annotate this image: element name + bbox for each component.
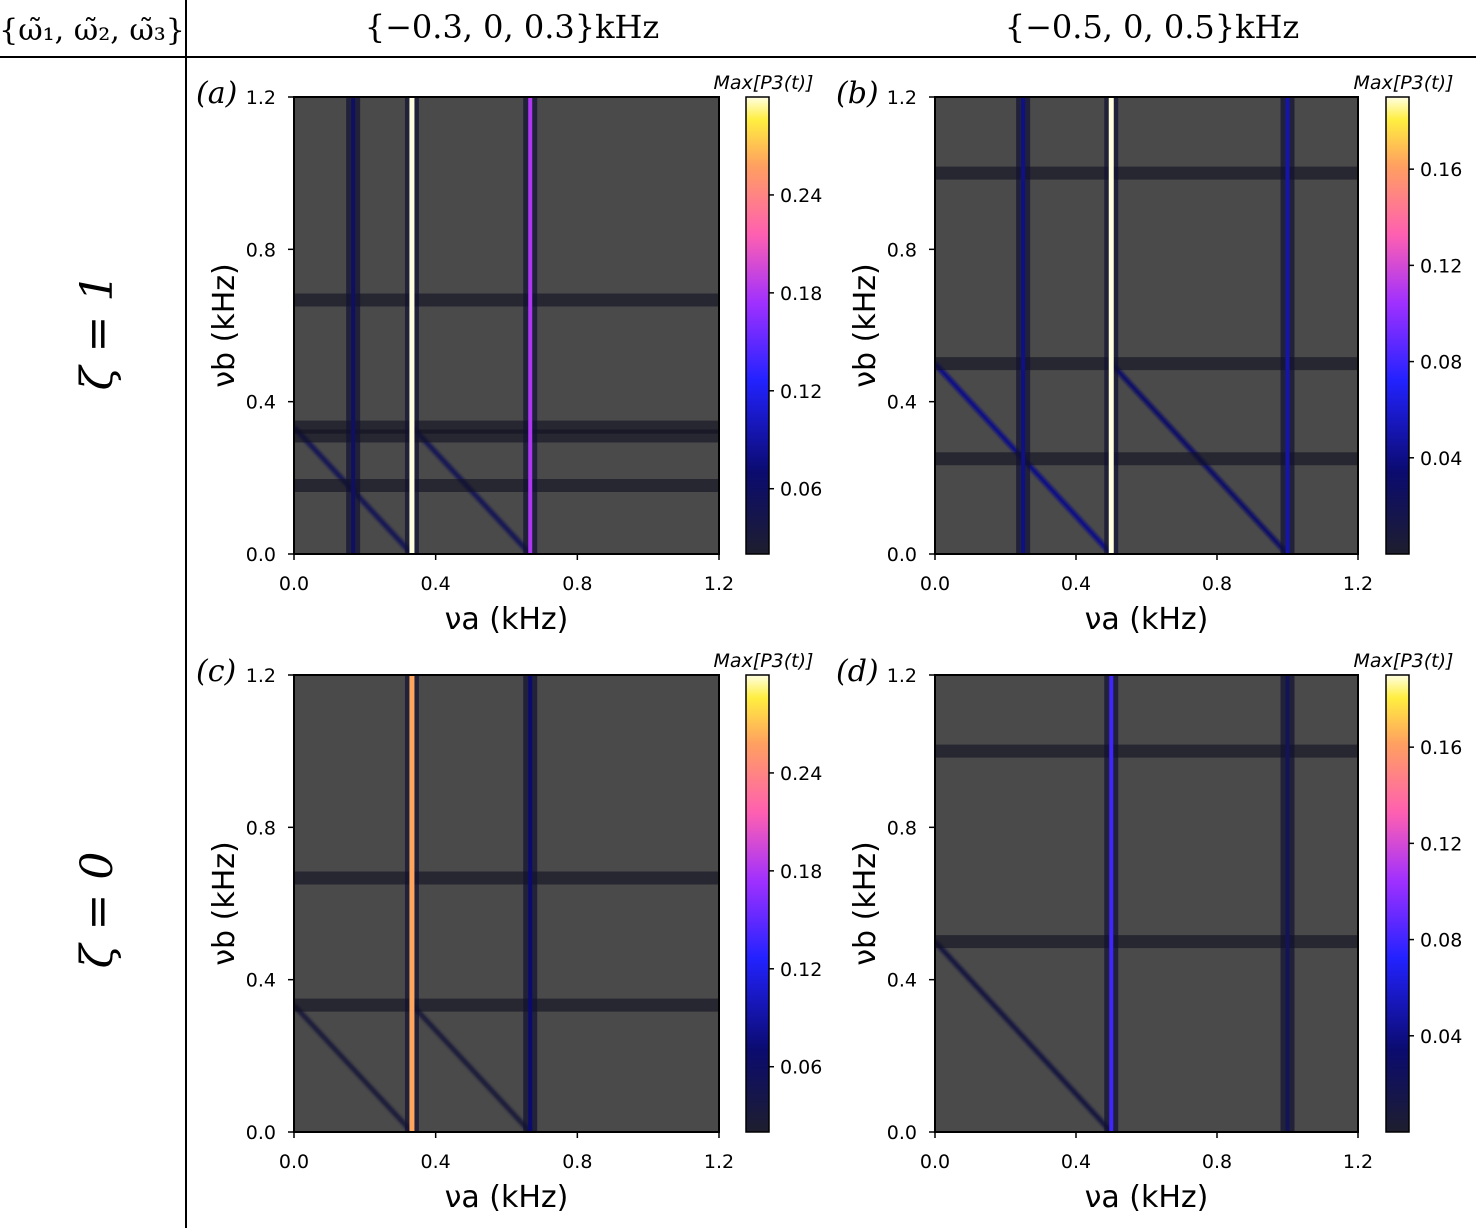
y-axis-label: νb (kHz): [848, 263, 883, 387]
x-axis-label: νa (kHz): [445, 1180, 569, 1215]
heatmap-background: [935, 97, 1358, 554]
colorbar-title: Max[P3(t)]: [714, 650, 814, 672]
y-tick-label: 0.4: [246, 392, 276, 414]
x-tick-label: 0.0: [920, 573, 950, 595]
panel-1: 0.0 0.4 0.8 1.2 0.0 0.4 0.8 1.2 νa (kHz) νb (kHz)…: [196, 72, 822, 637]
x-tick-label: 0.8: [1202, 573, 1232, 595]
colorbar-tick-label: 0.08: [1420, 930, 1462, 952]
plot-frame: [934, 96, 1359, 555]
row-1-label: ζ = 1: [72, 274, 123, 391]
y-tick-label: 0.8: [246, 817, 276, 839]
corner-label: {ω̃₁, ω̃₂, ω̃₃}: [0, 13, 185, 48]
colorbar-tick-label: 0.04: [1420, 448, 1462, 470]
colorbar-tick-label: 0.18: [780, 283, 822, 305]
colorbar-tick-label: 0.04: [1420, 1026, 1462, 1048]
y-tick-label: 0.8: [887, 817, 917, 839]
y-tick-label: 0.4: [887, 392, 917, 414]
panel-label: (a): [196, 76, 237, 111]
colorbar: [745, 96, 770, 555]
y-tick-label: 0.0: [246, 1122, 276, 1144]
x-tick-label: 0.8: [562, 573, 592, 595]
x-tick-label: 0.8: [1202, 1151, 1232, 1173]
x-tick-label: 0.4: [421, 573, 451, 595]
column-1-label: {−0.3, 0, 0.3}kHz: [365, 8, 660, 46]
colorbar-title: Max[P3(t)]: [1354, 72, 1454, 94]
panel-label: (d): [836, 654, 879, 689]
y-tick-label: 0.8: [246, 239, 276, 261]
colorbar-tick-label: 0.12: [780, 959, 822, 981]
colorbar-tick-label: 0.12: [780, 381, 822, 403]
y-tick-label: 1.2: [887, 87, 917, 109]
plot-area: [935, 675, 1358, 1132]
diagonal-line-1: [294, 1003, 414, 1132]
y-tick-label: 1.2: [246, 665, 276, 687]
y-axis-label: νb (kHz): [207, 841, 242, 965]
colorbar-tick-label: 0.06: [780, 1057, 822, 1079]
colorbar: [1385, 674, 1410, 1133]
x-tick-label: 0.8: [562, 1151, 592, 1173]
colorbar-title: Max[P3(t)]: [1354, 650, 1454, 672]
column-2-label: {−0.5, 0, 0.5}kHz: [1005, 8, 1300, 46]
row-2-label: ζ = 0: [72, 852, 123, 969]
colorbar: [745, 674, 770, 1133]
panel-2: 0.0 0.4 0.8 1.2 0.0 0.4 0.8 1.2 νa (kHz) νb (kHz)…: [836, 72, 1462, 637]
colorbar: [1385, 96, 1410, 555]
y-axis-label: νb (kHz): [848, 841, 883, 965]
x-tick-label: 0.0: [279, 1151, 309, 1173]
colorbar-tick-label: 0.12: [1420, 255, 1462, 277]
x-tick-label: 1.2: [1343, 1151, 1373, 1173]
diagonal-line-2: [410, 1003, 533, 1132]
colorbar-tick-label: 0.16: [1420, 737, 1462, 759]
panel-label: (b): [836, 76, 879, 111]
colorbar-tick-label: 0.24: [780, 185, 822, 207]
panel-3: 0.0 0.4 0.8 1.2 0.0 0.4 0.8 1.2 νa (kHz) νb (kHz)…: [196, 650, 822, 1215]
y-tick-label: 1.2: [887, 665, 917, 687]
x-tick-label: 0.4: [421, 1151, 451, 1173]
heatmap-background: [294, 675, 719, 1132]
heatmap-background: [935, 675, 1358, 1132]
y-tick-label: 0.0: [246, 544, 276, 566]
x-tick-label: 1.2: [704, 1151, 734, 1173]
y-tick-label: 1.2: [246, 87, 276, 109]
colorbar-tick-label: 0.06: [780, 479, 822, 501]
x-axis-label: νa (kHz): [1085, 1180, 1209, 1215]
x-tick-label: 0.4: [1061, 573, 1091, 595]
plot-frame: [934, 674, 1359, 1133]
diagonal-line-1: [935, 939, 1114, 1132]
x-tick-label: 1.2: [1343, 573, 1373, 595]
y-axis-label: νb (kHz): [207, 263, 242, 387]
x-axis-label: νa (kHz): [445, 602, 569, 637]
x-tick-label: 0.4: [1061, 1151, 1091, 1173]
plot-frame: [293, 674, 720, 1133]
colorbar-tick-label: 0.08: [1420, 352, 1462, 374]
heatmap-background: [294, 97, 719, 554]
colorbar-title: Max[P3(t)]: [714, 72, 814, 94]
chart-panels: 0.0 0.4 0.8 1.2 0.0 0.4 0.8 1.2 νa (kHz) νb (kHz)…: [196, 72, 1462, 1215]
plot-area: [935, 97, 1358, 554]
y-tick-label: 0.4: [246, 970, 276, 992]
plot-frame: [293, 96, 720, 555]
x-tick-label: 0.0: [279, 573, 309, 595]
colorbar-tick-label: 0.24: [780, 763, 822, 785]
y-tick-label: 0.0: [887, 1122, 917, 1144]
colorbar-tick-label: 0.16: [1420, 159, 1462, 181]
plot-area: [294, 675, 719, 1132]
panel-label: (c): [196, 654, 236, 689]
plot-area: [294, 97, 719, 554]
x-axis-label: νa (kHz): [1085, 602, 1209, 637]
y-tick-label: 0.4: [887, 970, 917, 992]
colorbar-tick-label: 0.18: [780, 861, 822, 883]
colorbar-tick-label: 0.12: [1420, 833, 1462, 855]
x-tick-label: 0.0: [920, 1151, 950, 1173]
panel-4: 0.0 0.4 0.8 1.2 0.0 0.4 0.8 1.2 νa (kHz) νb (kHz)…: [836, 650, 1462, 1215]
x-tick-label: 1.2: [704, 573, 734, 595]
y-tick-label: 0.8: [887, 239, 917, 261]
y-tick-label: 0.0: [887, 544, 917, 566]
